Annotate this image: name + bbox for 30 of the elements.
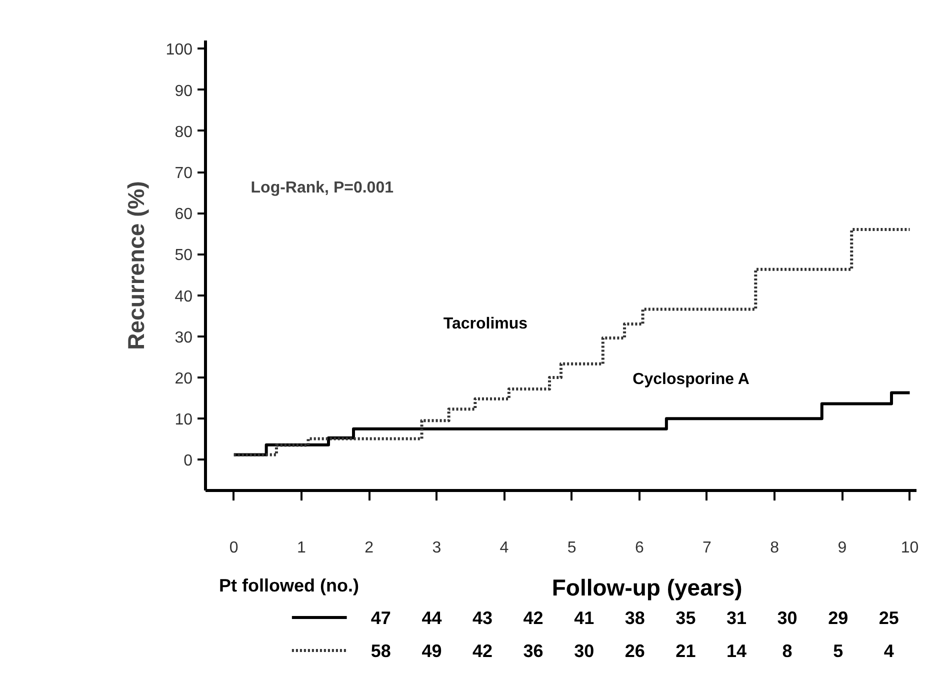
x-tick-label: 6 (634, 540, 644, 556)
y-tick-label: 70 (174, 165, 193, 182)
x-axis-title: Follow-up (years) (552, 574, 742, 600)
y-tick-label: 20 (174, 370, 193, 388)
y-tick-label: 10 (174, 412, 193, 429)
y-tick-label: 40 (174, 288, 193, 306)
y-tick-label: 80 (174, 124, 193, 141)
text: 58 49 42 36 30 26 21 14 8 5 4 (370, 641, 894, 661)
x-tick-label: 10 (900, 540, 919, 556)
y-tick-label: 90 (174, 82, 193, 100)
x-tick-label: 5 (567, 540, 576, 556)
text: Tacrolimus (443, 315, 528, 332)
series-label: Cyclosporine A (632, 370, 750, 388)
x-tick-label: 1 (297, 540, 306, 556)
text: 47 44 43 42 41 38 35 31 30 29 25 (370, 608, 899, 628)
y-tick-label: 60 (174, 206, 193, 224)
y-tick-label: 100 (166, 42, 193, 59)
x-tick-label: 4 (500, 540, 509, 556)
x-tick-label: 0 (229, 540, 238, 556)
y-axis-title: Recurrence (%) (122, 181, 149, 350)
x-tick-label: 8 (770, 540, 780, 556)
x-tick-label: 7 (702, 540, 712, 556)
y-tick-label: 50 (174, 247, 193, 264)
x-tick-label: 3 (432, 540, 442, 556)
x-tick-label: 9 (838, 540, 847, 556)
x-tick-label: 2 (364, 540, 374, 556)
y-tick-label: 30 (174, 329, 193, 346)
y-tick-label: 0 (184, 452, 193, 470)
text: Pt followed (no.) (219, 576, 360, 596)
annotation: Log-Rank, P=0.001 (250, 180, 394, 197)
